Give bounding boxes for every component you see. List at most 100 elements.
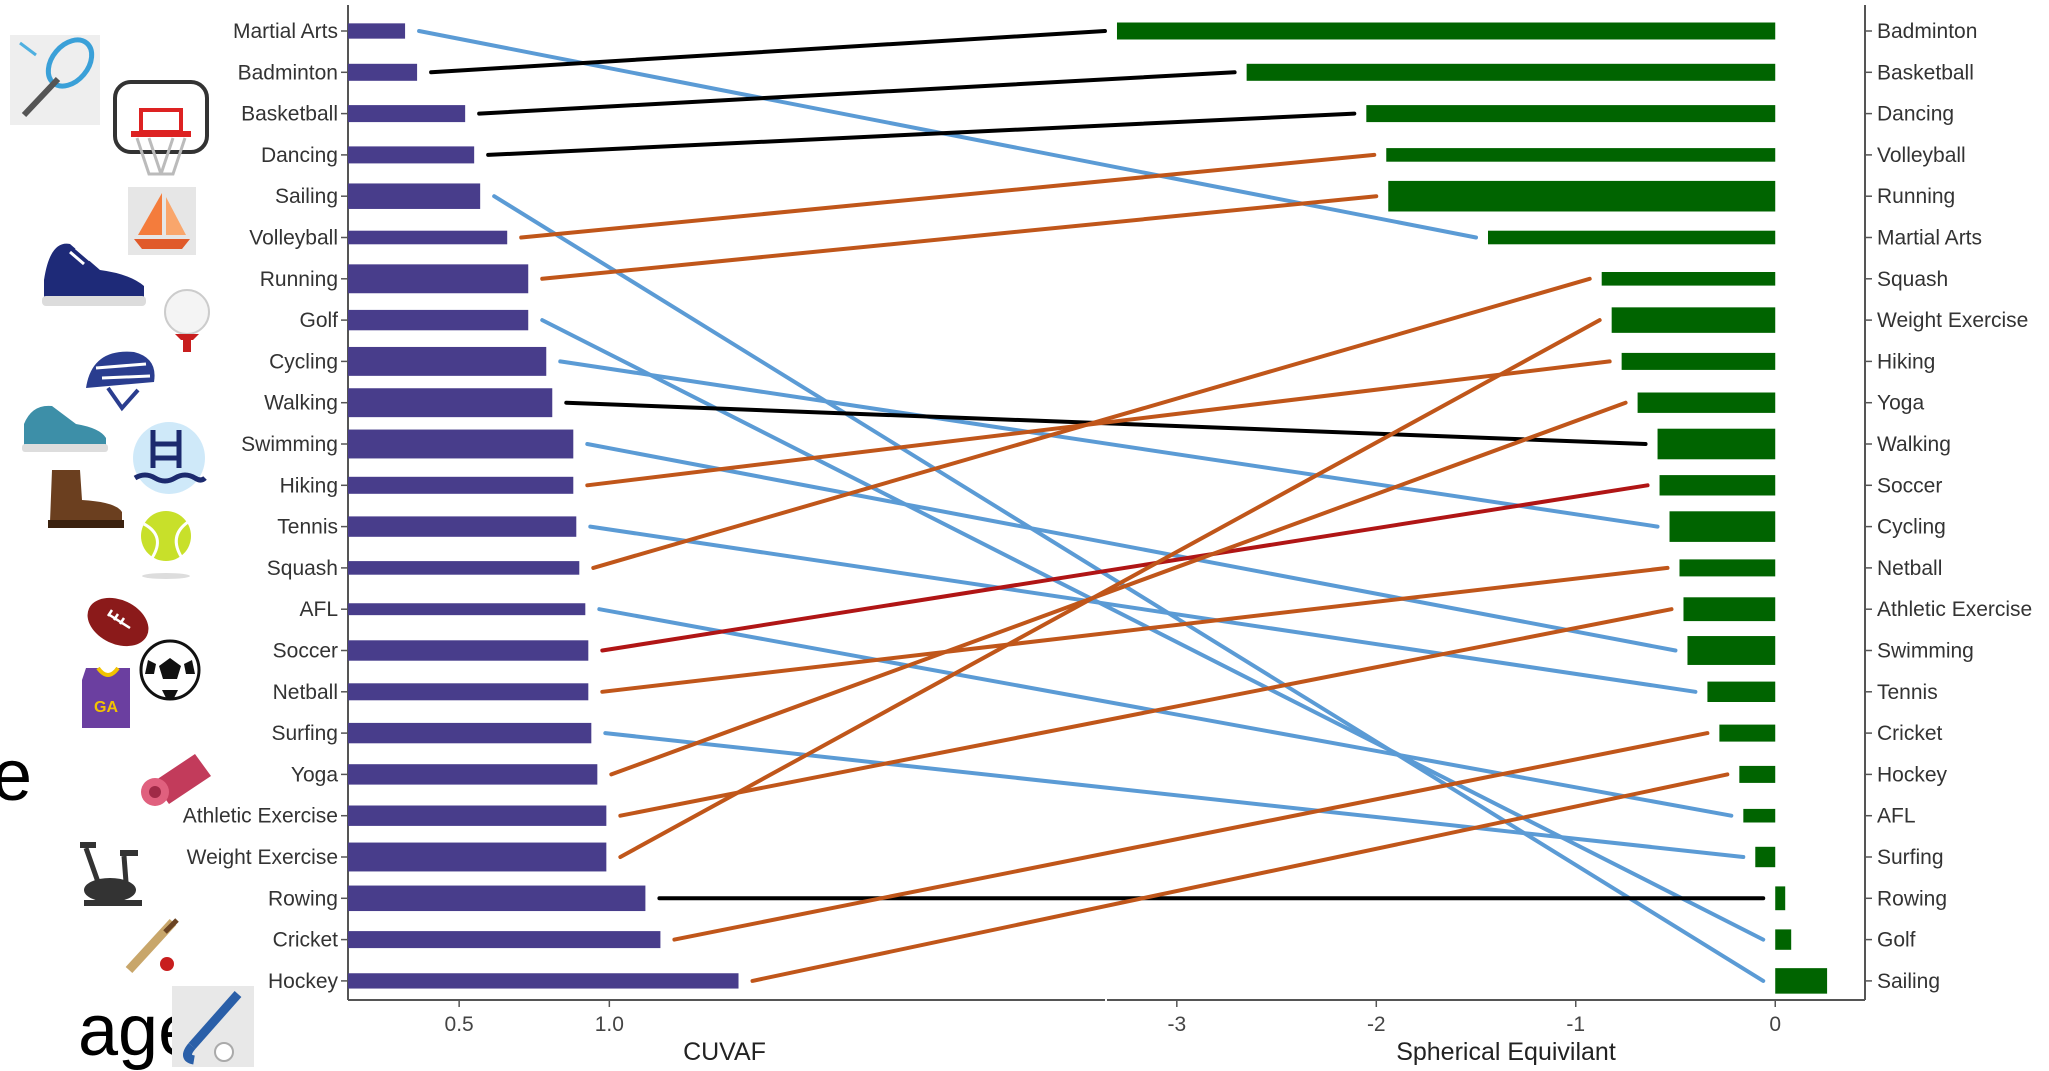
right-x-tick-label: -3 [1167,1013,1186,1036]
left-bar-hockey [348,973,739,989]
right-bar-basketball [1246,63,1776,81]
right-bar-surfing [1755,846,1776,868]
right-x-axis-label: Spherical Equivilant [1396,1038,1616,1066]
left-x-tick-label: 0.5 [445,1013,474,1036]
left-bar-golf [348,309,529,331]
left-category-label-badminton: Badminton [238,61,338,84]
right-bar-weight-exercise [1611,307,1776,333]
left-category-label-dancing: Dancing [261,144,338,167]
left-category-label-sailing: Sailing [275,185,338,208]
left-panel-cuvaf: Martial Arts Badminton Basketball Dancing Sa… [183,5,1105,1066]
left-category-label-netball: Netball [273,681,338,704]
sailboat-icon [128,187,196,255]
left-bar-squash [348,561,580,575]
right-bar-cricket [1719,724,1776,742]
right-panel-spherical-equivalent: Badminton Basketball Dancing Volleyball Runn… [1107,5,2032,1066]
icons-column: GA [10,35,254,1067]
left-bar-weight-exercise [348,842,607,872]
right-category-label-martial-arts: Martial Arts [1877,227,1982,250]
right-x-tick-label: -2 [1367,1013,1386,1036]
walking-shoe-icon [22,405,108,452]
right-bar-yoga [1637,392,1776,413]
right-bar-cycling [1669,511,1776,542]
left-bar-hiking [348,476,574,494]
left-category-label-hockey: Hockey [268,970,339,993]
left-bar-netball [348,683,589,701]
right-bar-swimming [1687,636,1776,665]
right-bar-sailing [1775,968,1828,994]
left-bar-rowing [348,885,646,912]
right-x-tick-label: 0 [1769,1013,1781,1036]
left-bar-athletic-exercise [348,805,607,826]
left-bar-running [348,264,529,294]
right-category-label-netball: Netball [1877,557,1942,580]
cricket-bat-icon [125,918,179,974]
soccer-ball-icon [139,639,201,701]
right-bar-afl [1743,808,1776,823]
golf-ball-icon [164,289,210,352]
left-category-label-volleyball: Volleyball [249,227,338,250]
right-category-label-hockey: Hockey [1877,763,1948,786]
left-category-label-rowing: Rowing [268,887,338,910]
right-category-label-basketball: Basketball [1877,61,1974,84]
left-category-label-yoga: Yoga [291,763,338,786]
right-category-label-badminton: Badminton [1877,20,1977,43]
right-bar-squash [1601,272,1776,286]
left-category-label-surfing: Surfing [271,722,338,745]
left-bar-yoga [348,764,598,785]
right-category-label-soccer: Soccer [1877,474,1942,497]
right-category-label-surfing: Surfing [1877,846,1944,869]
right-bar-badminton [1116,22,1776,40]
right-bar-rowing [1775,886,1786,911]
right-category-label-afl: AFL [1877,805,1916,828]
right-x-tick-label: -1 [1566,1013,1585,1036]
left-bar-cricket [348,931,661,949]
exercise-bike-icon [80,842,142,906]
left-category-label-cricket: Cricket [273,929,339,952]
right-bar-hiking [1621,352,1776,370]
left-x-axis-label: CUVAF [683,1038,766,1066]
connector-yoga [609,400,1628,777]
left-category-label-soccer: Soccer [273,640,338,663]
left-category-label-basketball: Basketball [241,103,338,126]
connector-hockey [750,772,1730,983]
left-bar-walking [348,388,553,418]
running-shoe-icon [42,243,146,306]
right-bar-tennis [1707,681,1776,702]
left-bar-basketball [348,105,466,123]
left-bar-tennis [348,516,577,537]
right-category-label-sailing: Sailing [1877,970,1940,993]
left-bar-swimming [348,429,574,459]
connector-cycling [558,359,1660,529]
right-bar-netball [1679,559,1776,577]
right-category-label-squash: Squash [1877,268,1948,291]
right-bar-golf [1775,929,1792,950]
left-bar-martial-arts [348,23,406,39]
right-bar-martial-arts [1487,230,1776,245]
afl-football-icon [87,597,149,647]
right-category-label-cycling: Cycling [1877,516,1946,539]
cycling-helmet-icon [86,351,155,412]
left-category-label-athletic-exercise: Athletic Exercise [183,805,338,828]
swimming-pool-icon [133,422,207,494]
connector-tennis [588,524,1698,694]
basketball-hoop-icon [113,80,209,176]
left-category-label-hiking: Hiking [280,474,338,497]
netball-bib-icon: GA [82,666,130,728]
connector-weight-exercise [618,318,1602,859]
right-category-label-volleyball: Volleyball [1877,144,1966,167]
connector-badminton [429,29,1107,75]
left-bar-sailing [348,183,481,209]
badminton-racket-icon [10,35,100,125]
connector-swimming [585,442,1678,653]
left-bar-afl [348,603,586,616]
right-category-label-walking: Walking [1877,433,1951,456]
tennis-ball-icon [141,511,191,579]
left-bar-badminton [348,63,418,81]
right-category-label-golf: Golf [1877,929,1916,952]
right-bar-soccer [1659,475,1776,496]
left-bar-dancing [348,146,475,164]
connector-basketball [477,70,1237,116]
right-category-label-weight-exercise: Weight Exercise [1877,309,2028,332]
